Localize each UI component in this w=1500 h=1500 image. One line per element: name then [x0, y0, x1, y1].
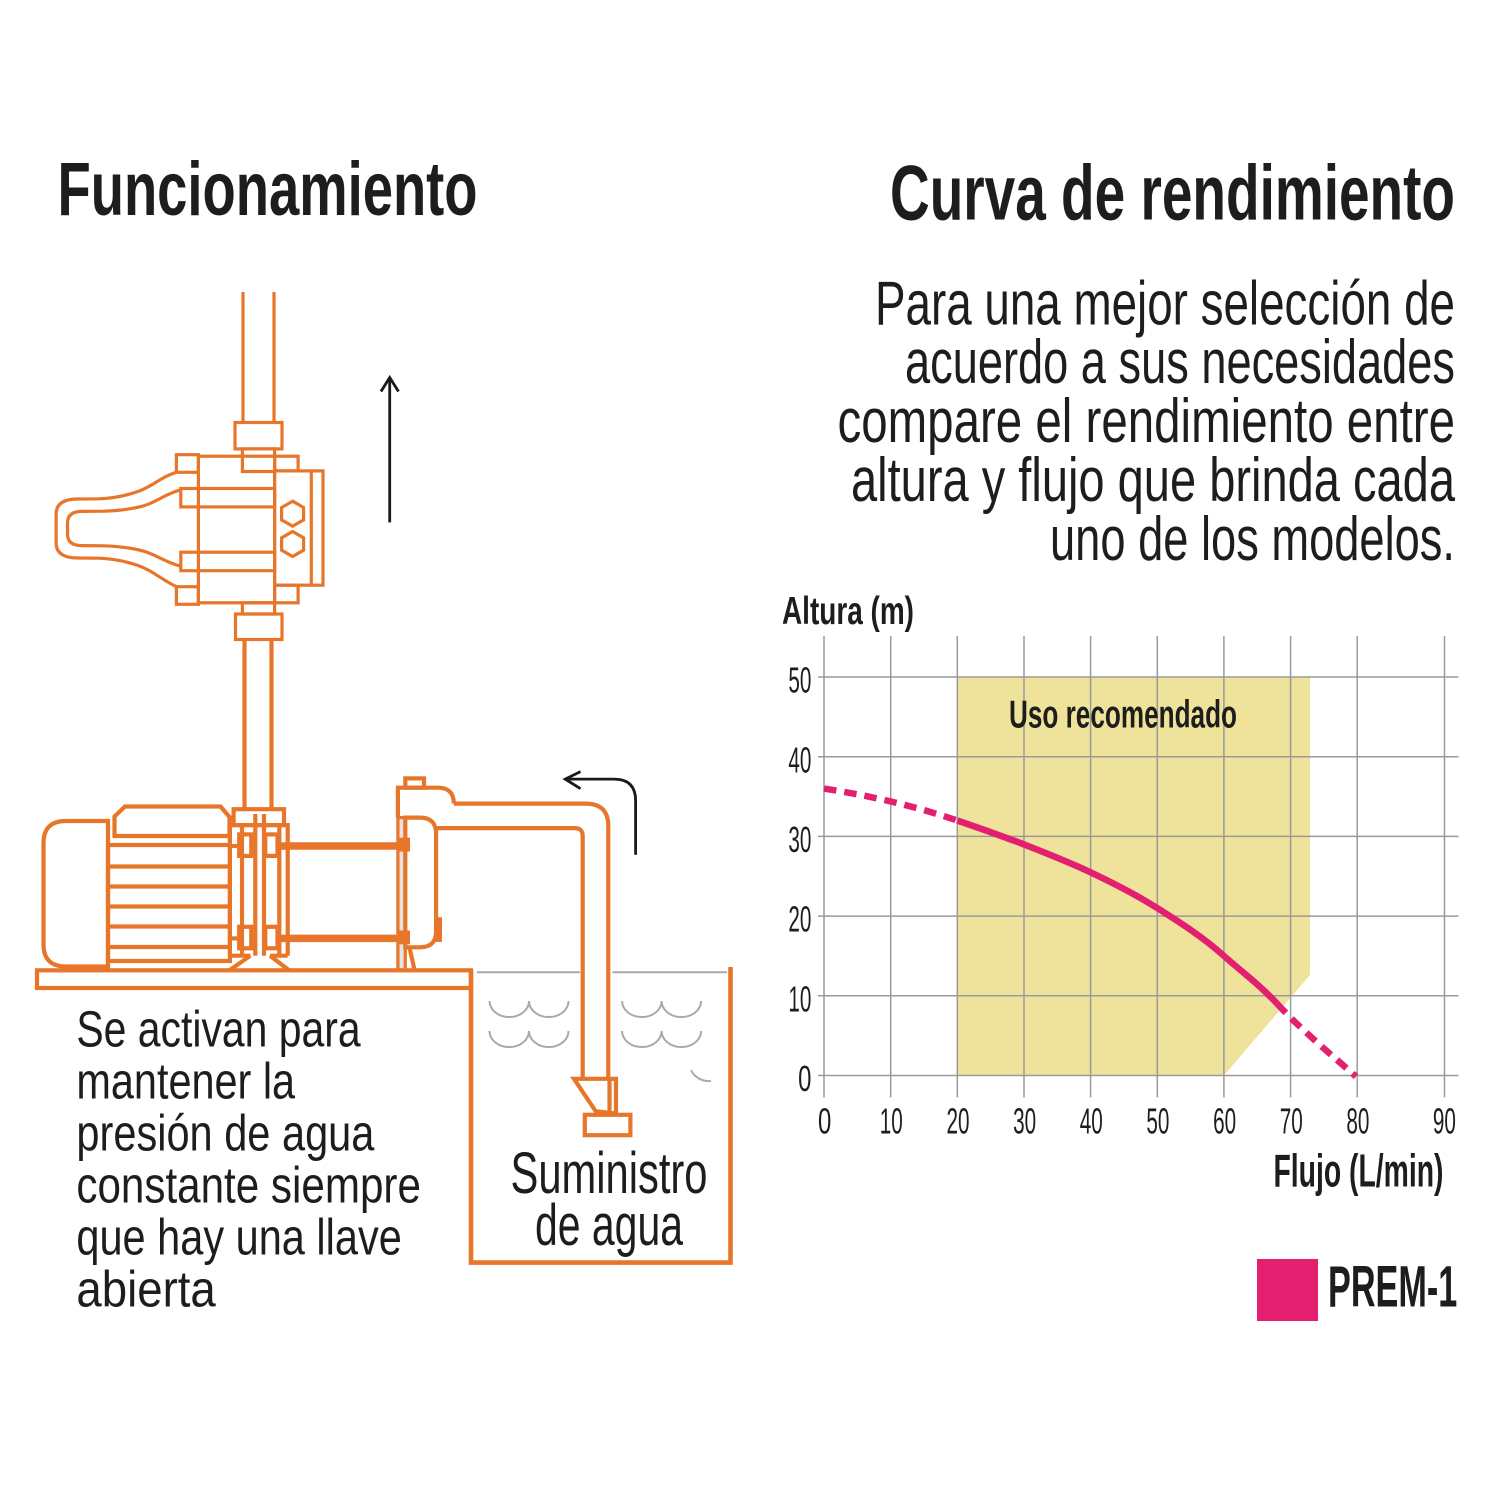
svg-text:40: 40	[1080, 1101, 1103, 1142]
svg-text:compare el rendimiento entre: compare el rendimiento entre	[838, 387, 1456, 456]
svg-text:0: 0	[798, 1058, 811, 1099]
svg-text:de agua: de agua	[535, 1193, 684, 1258]
svg-text:PREM-1: PREM-1	[1328, 1255, 1457, 1320]
svg-text:presión de agua: presión de agua	[76, 1105, 375, 1162]
svg-text:que hay una llave: que hay una llave	[76, 1209, 401, 1266]
svg-text:20: 20	[947, 1101, 970, 1142]
svg-text:Suministro: Suministro	[511, 1141, 708, 1206]
svg-text:abierta: abierta	[76, 1261, 216, 1318]
svg-text:50: 50	[1146, 1101, 1169, 1142]
svg-text:Se activan para: Se activan para	[76, 1001, 361, 1058]
svg-text:constante siempre: constante siempre	[76, 1157, 421, 1214]
svg-text:Funcionamiento: Funcionamiento	[58, 147, 478, 232]
svg-text:30: 30	[1013, 1101, 1036, 1142]
svg-text:40: 40	[788, 739, 811, 780]
svg-text:Altura (m): Altura (m)	[782, 590, 914, 633]
svg-text:30: 30	[788, 819, 811, 860]
svg-text:10: 10	[880, 1101, 903, 1142]
svg-text:Flujo (L/min): Flujo (L/min)	[1274, 1145, 1444, 1197]
svg-text:acuerdo a sus necesidades: acuerdo a sus necesidades	[905, 328, 1455, 397]
svg-text:uno de los modelos.: uno de los modelos.	[1050, 505, 1455, 574]
svg-text:Para una mejor selección de: Para una mejor selección de	[875, 269, 1455, 338]
svg-text:10: 10	[788, 978, 811, 1019]
svg-text:70: 70	[1280, 1101, 1303, 1142]
svg-text:20: 20	[788, 899, 811, 940]
svg-text:altura y flujo que brinda cada: altura y flujo que brinda cada	[851, 446, 1455, 515]
svg-text:Uso recomendado: Uso recomendado	[1009, 694, 1237, 737]
svg-text:Curva de rendimiento: Curva de rendimiento	[890, 149, 1455, 237]
svg-text:60: 60	[1213, 1101, 1236, 1142]
svg-text:80: 80	[1346, 1101, 1369, 1142]
svg-text:mantener la: mantener la	[76, 1053, 295, 1110]
svg-text:0: 0	[818, 1101, 831, 1142]
svg-text:50: 50	[788, 660, 811, 701]
svg-text:90: 90	[1433, 1101, 1456, 1142]
